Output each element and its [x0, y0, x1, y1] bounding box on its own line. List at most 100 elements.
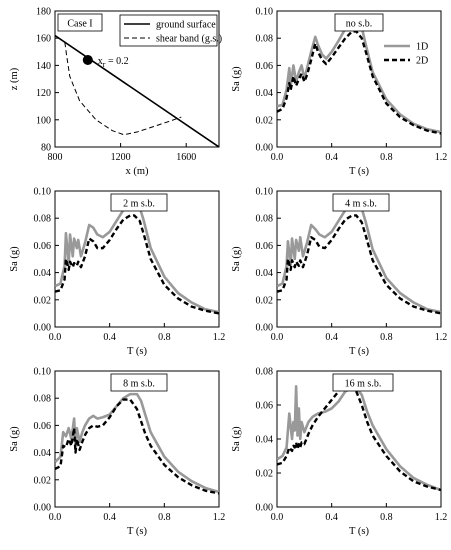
- y-tick-label: 80: [41, 143, 51, 154]
- panel-annotation-label: 16 m s.b.: [345, 379, 382, 390]
- y-tick-label: 0.04: [256, 268, 274, 279]
- plot-frame: [276, 10, 442, 148]
- panel-annotation-label: 2 m s.b.: [123, 199, 155, 210]
- y-tick-label: 0.10: [256, 7, 274, 18]
- y-tick-label: 0.08: [34, 394, 52, 405]
- series-line-1d: [277, 19, 441, 134]
- y-axis-label: Sa (g): [231, 66, 242, 92]
- x-tick-label: 0.8: [380, 332, 393, 343]
- x-tick-label: 0.0: [271, 332, 284, 343]
- y-tick-label: 0.10: [34, 187, 52, 198]
- x-axis-label: T (s): [127, 526, 147, 537]
- y-tick-label: 140: [36, 61, 51, 72]
- panel-annotation-box: [57, 13, 103, 32]
- y-tick-label: 100: [36, 115, 51, 126]
- legend-label: 1D: [416, 42, 428, 53]
- y-tick-label: 0.06: [256, 61, 274, 72]
- series-line-2d: [277, 381, 441, 492]
- y-tick-label: 0.04: [34, 268, 52, 279]
- y-tick-label: 0.06: [256, 401, 274, 412]
- plot-frame: [276, 190, 442, 328]
- y-tick-label: 0.04: [34, 448, 52, 459]
- y-tick-label: 0.02: [256, 469, 274, 480]
- plot-frame: [54, 10, 220, 148]
- panel-annotation-box: [334, 13, 384, 32]
- panel-annotation-label: 4 m s.b.: [345, 199, 377, 210]
- series-line-2d: [55, 398, 219, 495]
- series-line-shear-band-g-s-: [64, 42, 182, 136]
- x-axis-label: T (s): [127, 346, 147, 357]
- series-line-1d: [277, 384, 441, 492]
- panel-annotation-box: [110, 193, 168, 212]
- x-tick-label: 0.8: [158, 332, 171, 343]
- legend-label: shear band (g.s.): [156, 34, 222, 45]
- y-tick-label: 160: [36, 34, 51, 45]
- x-axis-label: T (s): [349, 166, 369, 177]
- y-tick-label: 0.00: [34, 323, 52, 334]
- y-tick-label: 0.02: [256, 295, 274, 306]
- x-tick-label: 0.8: [158, 512, 171, 523]
- series-group: [277, 19, 441, 135]
- y-tick-label: 0.04: [256, 88, 274, 99]
- panel-annotation-label: 8 m s.b.: [123, 379, 155, 390]
- y-tick-label: 0.08: [256, 214, 274, 225]
- legend-box: [380, 37, 438, 72]
- legend-label: ground surface: [156, 20, 216, 31]
- y-tick-label: 0.08: [256, 34, 274, 45]
- chart-panel-2: 0.0 0.4 0.8 1.2 0.00 0.02 0.04 0.06 0.08 0.10 T (s…: [231, 7, 447, 178]
- series-line-1d: [277, 201, 441, 314]
- x-tick-label: 0.0: [271, 152, 284, 163]
- panel-annotation-box: [332, 373, 394, 392]
- y-tick-label: 0.08: [256, 367, 274, 378]
- y-tick-label: 0.02: [256, 115, 274, 126]
- x-tick-label: 0.0: [271, 512, 284, 523]
- x-tick-label: 1.2: [213, 512, 226, 523]
- x-tick-label: 1.2: [435, 152, 448, 163]
- panel-annotation-box: [332, 193, 390, 212]
- chart-panel-5: 0.0 0.4 0.8 1.2 0.00 0.02 0.04 0.06 0.08 0.10 T (s…: [9, 367, 225, 538]
- x-tick-label: 0.8: [380, 152, 393, 163]
- series-group: [277, 381, 441, 492]
- y-tick-label: 0.00: [34, 503, 52, 514]
- x-tick-label: 0.8: [380, 512, 393, 523]
- x-tick-label: 1.2: [435, 332, 448, 343]
- panel-annotation-label: Case I: [67, 19, 92, 30]
- series-group: [277, 201, 441, 315]
- legend-box: [119, 14, 218, 47]
- x-tick-label: 0.0: [49, 512, 62, 523]
- x-tick-label: 1600: [176, 152, 196, 163]
- x-tick-label: 0.0: [49, 332, 62, 343]
- series-group: [55, 200, 219, 315]
- y-axis-label: Sa (g): [9, 246, 20, 272]
- x-tick-label: 1.2: [435, 512, 448, 523]
- series-line-1d: [55, 200, 219, 314]
- y-tick-label: 0.02: [34, 475, 52, 486]
- y-tick-label: 0.00: [256, 503, 274, 514]
- x-tick-label: 0.4: [325, 332, 338, 343]
- y-tick-label: 0.02: [34, 295, 52, 306]
- y-axis-label: Sa (g): [231, 246, 242, 272]
- panel-annotation-box: [110, 373, 168, 392]
- x-tick-label: 800: [48, 152, 63, 163]
- x-tick-label: 0.4: [103, 332, 116, 343]
- x-axis-label: x (m): [125, 166, 149, 177]
- series-line-2d: [277, 30, 441, 135]
- y-tick-label: 0.10: [34, 367, 52, 378]
- y-axis-label: Sa (g): [231, 426, 242, 452]
- chart-panel-1: 800 1200 1600 80 100 120 140 160 180 x (m) z (m) Ca…: [9, 7, 222, 178]
- y-tick-label: 0.06: [34, 241, 52, 252]
- point-marker: [82, 54, 93, 65]
- series-line-2d: [277, 214, 441, 315]
- y-tick-label: 0.10: [256, 187, 274, 198]
- panel-annotation-label: no s.b.: [346, 19, 372, 30]
- series-group: [55, 392, 219, 495]
- point-label: xr = 0.2: [98, 56, 129, 69]
- plot-frame: [54, 370, 220, 508]
- y-tick-label: 0.00: [256, 143, 274, 154]
- x-axis-label: T (s): [349, 346, 369, 357]
- y-tick-label: 120: [36, 88, 51, 99]
- series-group: [55, 34, 219, 147]
- y-tick-label: 0.06: [256, 241, 274, 252]
- y-axis-label: z (m): [9, 67, 20, 90]
- x-axis-label: T (s): [349, 526, 369, 537]
